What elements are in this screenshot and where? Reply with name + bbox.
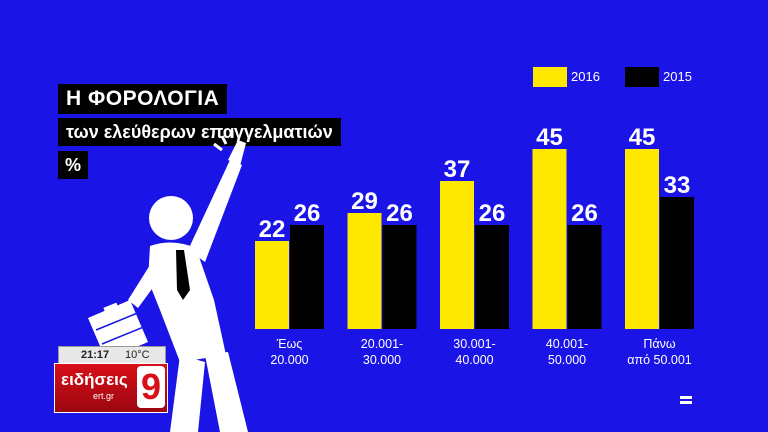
category-label-1-0: 20.001- — [361, 337, 403, 351]
bar-2015-1 — [382, 225, 417, 329]
category-label-2-1: 40.000 — [455, 353, 493, 367]
clock-time: 21:17 — [81, 349, 110, 361]
channel-number: 9 — [137, 366, 165, 408]
bar-2016-3 — [532, 149, 567, 329]
value-label-2016-3: 45 — [536, 124, 563, 151]
chart-title-line2: των ελεύθερων επαγγελματιών — [58, 118, 341, 146]
value-label-2015-1: 26 — [386, 200, 413, 227]
category-label-4-1: από 50.001 — [627, 353, 692, 367]
value-label-2015-0: 26 — [294, 200, 321, 227]
category-label-0-1: 20.000 — [270, 353, 308, 367]
clock-bar: 21:17 10°C — [58, 346, 166, 365]
value-label-2016-4: 45 — [629, 124, 656, 151]
value-label-2015-2: 26 — [479, 200, 506, 227]
brand-domain: ert.gr — [93, 391, 115, 401]
bar-2016-1 — [347, 213, 382, 329]
legend-label-2015: 2015 — [663, 69, 692, 84]
small-logo-icon — [680, 396, 692, 404]
value-label-2015-4: 33 — [664, 172, 691, 199]
value-label-2016-1: 29 — [351, 188, 378, 215]
legend-swatch-2015 — [625, 67, 659, 87]
legend-label-2016: 2016 — [571, 69, 600, 84]
legend-swatch-2016 — [533, 67, 567, 87]
brand-text: ειδήσεις — [61, 370, 128, 389]
bar-2015-3 — [567, 225, 602, 329]
value-label-2015-3: 26 — [571, 200, 598, 227]
chart-title-line1: Η ΦΟΡΟΛΟΓΙΑ — [58, 84, 228, 114]
value-label-2016-2: 37 — [444, 156, 471, 183]
value-label-2016-0: 22 — [259, 216, 286, 243]
bar-2015-0 — [290, 225, 324, 329]
category-label-3-1: 50.000 — [548, 353, 586, 367]
bar-2016-4 — [625, 149, 659, 329]
bar-2016-2 — [440, 181, 474, 329]
bar-2015-4 — [660, 197, 694, 329]
category-label-0-0: Έως — [276, 337, 303, 351]
channel-logo: ειδήσεις ert.gr 9 — [54, 363, 168, 413]
category-label-2-0: 30.001- — [453, 337, 495, 351]
bar-2015-2 — [475, 225, 509, 329]
category-label-3-0: 40.001- — [546, 337, 588, 351]
chart-unit-label: % — [58, 151, 89, 179]
category-label-4-0: Πάνω — [643, 337, 676, 351]
temperature: 10°C — [125, 349, 150, 361]
category-label-1-1: 30.000 — [363, 353, 401, 367]
bar-2016-0 — [255, 241, 289, 329]
